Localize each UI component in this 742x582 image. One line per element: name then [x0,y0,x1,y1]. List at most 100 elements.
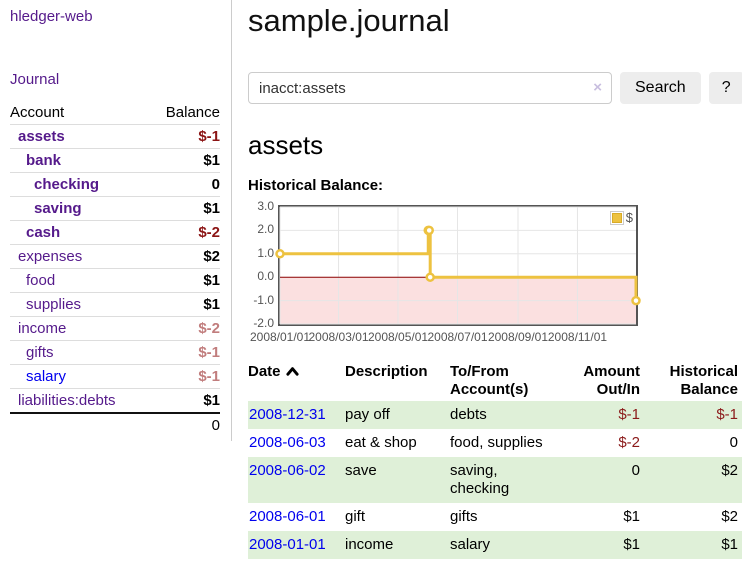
sidebar-account-link-assets[interactable]: assets [18,128,65,145]
account-balance: 0 [148,172,220,197]
x-axis-tick-label: 2008/11/01 [547,330,608,344]
account-row: supplies $1 [10,292,220,317]
transaction-date-link[interactable]: 2008-06-02 [249,462,326,479]
sort-ascending-icon [285,367,299,376]
y-axis-tick-label: 0.0 [257,269,274,284]
account-row: income $-2 [10,316,220,341]
clear-search-icon[interactable]: × [593,79,602,96]
sidebar-account-link-food[interactable]: food [26,272,56,289]
transaction-amount: $-2 [618,434,640,451]
register-header-date[interactable]: Date [248,361,345,401]
transaction-date-link[interactable]: 2008-06-01 [249,508,326,525]
register-header-description[interactable]: Description [345,363,428,380]
accounts-table-body: assets $-1 bank $1 checking 0 saving $1 cash $-2 e… [10,124,220,414]
transaction-row: 2008-12-31 pay off debts $-1 $-1 [248,401,742,429]
y-axis-tick-label: 1.0 [257,245,274,260]
sidebar-account-link-checking[interactable]: checking [34,176,100,193]
register-header-amount[interactable]: Amount Out/In [583,363,640,398]
account-balance: $-1 [148,364,220,389]
accounts-total-row: 0 [10,412,220,437]
sidebar-account-link-saving[interactable]: saving [34,200,82,217]
x-axis-tick-label: 2008/05/01 [367,330,429,344]
transaction-date-link[interactable]: 2008-01-01 [249,536,326,553]
x-axis-tick-label: 2008/09/01 [487,330,548,344]
search-button[interactable]: Search [620,72,701,104]
chart-title: Historical Balance: [248,177,384,194]
main-content: sample.journal × Search ? assets Histori… [248,0,742,582]
transaction-amount: $-1 [570,401,645,429]
account-row: checking 0 [10,172,220,197]
transaction-description: gift [345,508,366,525]
sidebar-account-link-supplies[interactable]: supplies [26,296,82,313]
y-axis-tick-label: -2.0 [253,316,274,330]
account-balance: $1 [148,196,220,221]
search-input[interactable] [248,72,612,104]
transaction-row: 2008-01-01 income salary $1 $1 [248,531,742,559]
sidebar-account-link-income[interactable]: income [18,320,67,337]
search-box: × [248,72,612,104]
y-axis-tick-label: -1.0 [253,292,274,307]
accounts-total-value: 0 [148,412,220,437]
transaction-amount: $1 [623,508,640,525]
account-balance: $1 [148,292,220,317]
balance-chart: $ 3.0 2.0 1.0 0.0 -1.0 -2.0 2008/01/01 2008/03… [248,199,668,349]
y-axis-tick-label: 2.0 [257,222,274,237]
sidebar-account-link-gifts[interactable]: gifts [26,344,54,361]
account-balance: $-2 [148,220,220,245]
chart-plot-area: $ [275,205,641,326]
transaction-description: income [345,531,450,559]
register-header-row: Date Description To/From Account(s) Amou… [248,361,742,401]
account-balance: $-1 [148,340,220,365]
sidebar-item-journal[interactable]: Journal [10,71,60,88]
sidebar-account-link-expenses[interactable]: expenses [18,248,83,265]
transaction-description: save [345,457,450,503]
sidebar-account-link-bank[interactable]: bank [26,152,62,169]
x-axis-tick-label: 2008/01/01 [249,330,311,344]
accounts-header-row: Account Balance [10,100,220,125]
transaction-date-link[interactable]: 2008-06-03 [249,434,326,451]
transaction-amount: $1 [570,531,645,559]
transaction-balance: 0 [729,434,738,451]
account-row: saving $1 [10,196,220,221]
account-balance: $1 [203,392,220,409]
account-balance: $-1 [148,124,220,149]
sidebar: hledger-web Journal Account Balance asse… [0,0,232,441]
register-table: Date Description To/From Account(s) Amou… [248,361,742,559]
account-balance: $1 [148,148,220,173]
search-help-button[interactable]: ? [708,72,742,104]
sidebar-account-link-cash[interactable]: cash [26,224,61,241]
x-axis-tick-label: 2008/07/01 [427,330,488,344]
transaction-accounts: gifts [450,508,478,525]
transaction-balance: $2 [645,457,742,503]
transaction-date-link[interactable]: 2008-12-31 [249,406,326,423]
register-header-account[interactable]: To/From Account(s) [450,363,529,398]
accounts-table: Account Balance assets $-1 bank $1 checking 0… [10,100,220,437]
account-row: food $1 [10,268,220,293]
transaction-amount: 0 [570,457,645,503]
transaction-description: pay off [345,401,450,429]
account-heading: assets [248,130,324,160]
accounts-header-balance: Balance [148,100,220,125]
account-row: bank $1 [10,148,220,173]
account-row: salary $-1 [10,364,220,389]
account-row: gifts $-1 [10,340,220,365]
transaction-accounts: saving, checking [450,457,570,503]
accounts-header-account: Account [10,100,149,125]
legend-label: $ [625,210,633,225]
search-form: × Search ? [248,72,742,104]
transaction-row: 2008-06-02 save saving, checking 0 $2 [248,457,742,503]
register-header-balance[interactable]: Historical Balance [669,363,738,398]
chart-legend: $ [609,210,633,225]
x-axis-tick-label: 2008/03/01 [308,330,369,344]
sidebar-account-link-liabilities-debts[interactable]: liabilities:debts [18,392,116,409]
account-row: assets $-1 [10,124,220,149]
account-balance: $-2 [148,316,220,341]
sidebar-account-link-salary[interactable]: salary [26,368,67,385]
transaction-row: 2008-06-03 eat & shop food, supplies $-2 0 [248,429,742,457]
page-title: sample.journal [248,3,450,38]
account-row: cash $-2 [10,220,220,245]
transaction-accounts: food, supplies [450,434,543,451]
register-table-body: 2008-12-31 pay off debts $-1 $-1 2008-06-03 ea… [248,401,742,559]
transaction-accounts: debts [450,401,570,429]
app-brand-link[interactable]: hledger-web [10,8,93,25]
